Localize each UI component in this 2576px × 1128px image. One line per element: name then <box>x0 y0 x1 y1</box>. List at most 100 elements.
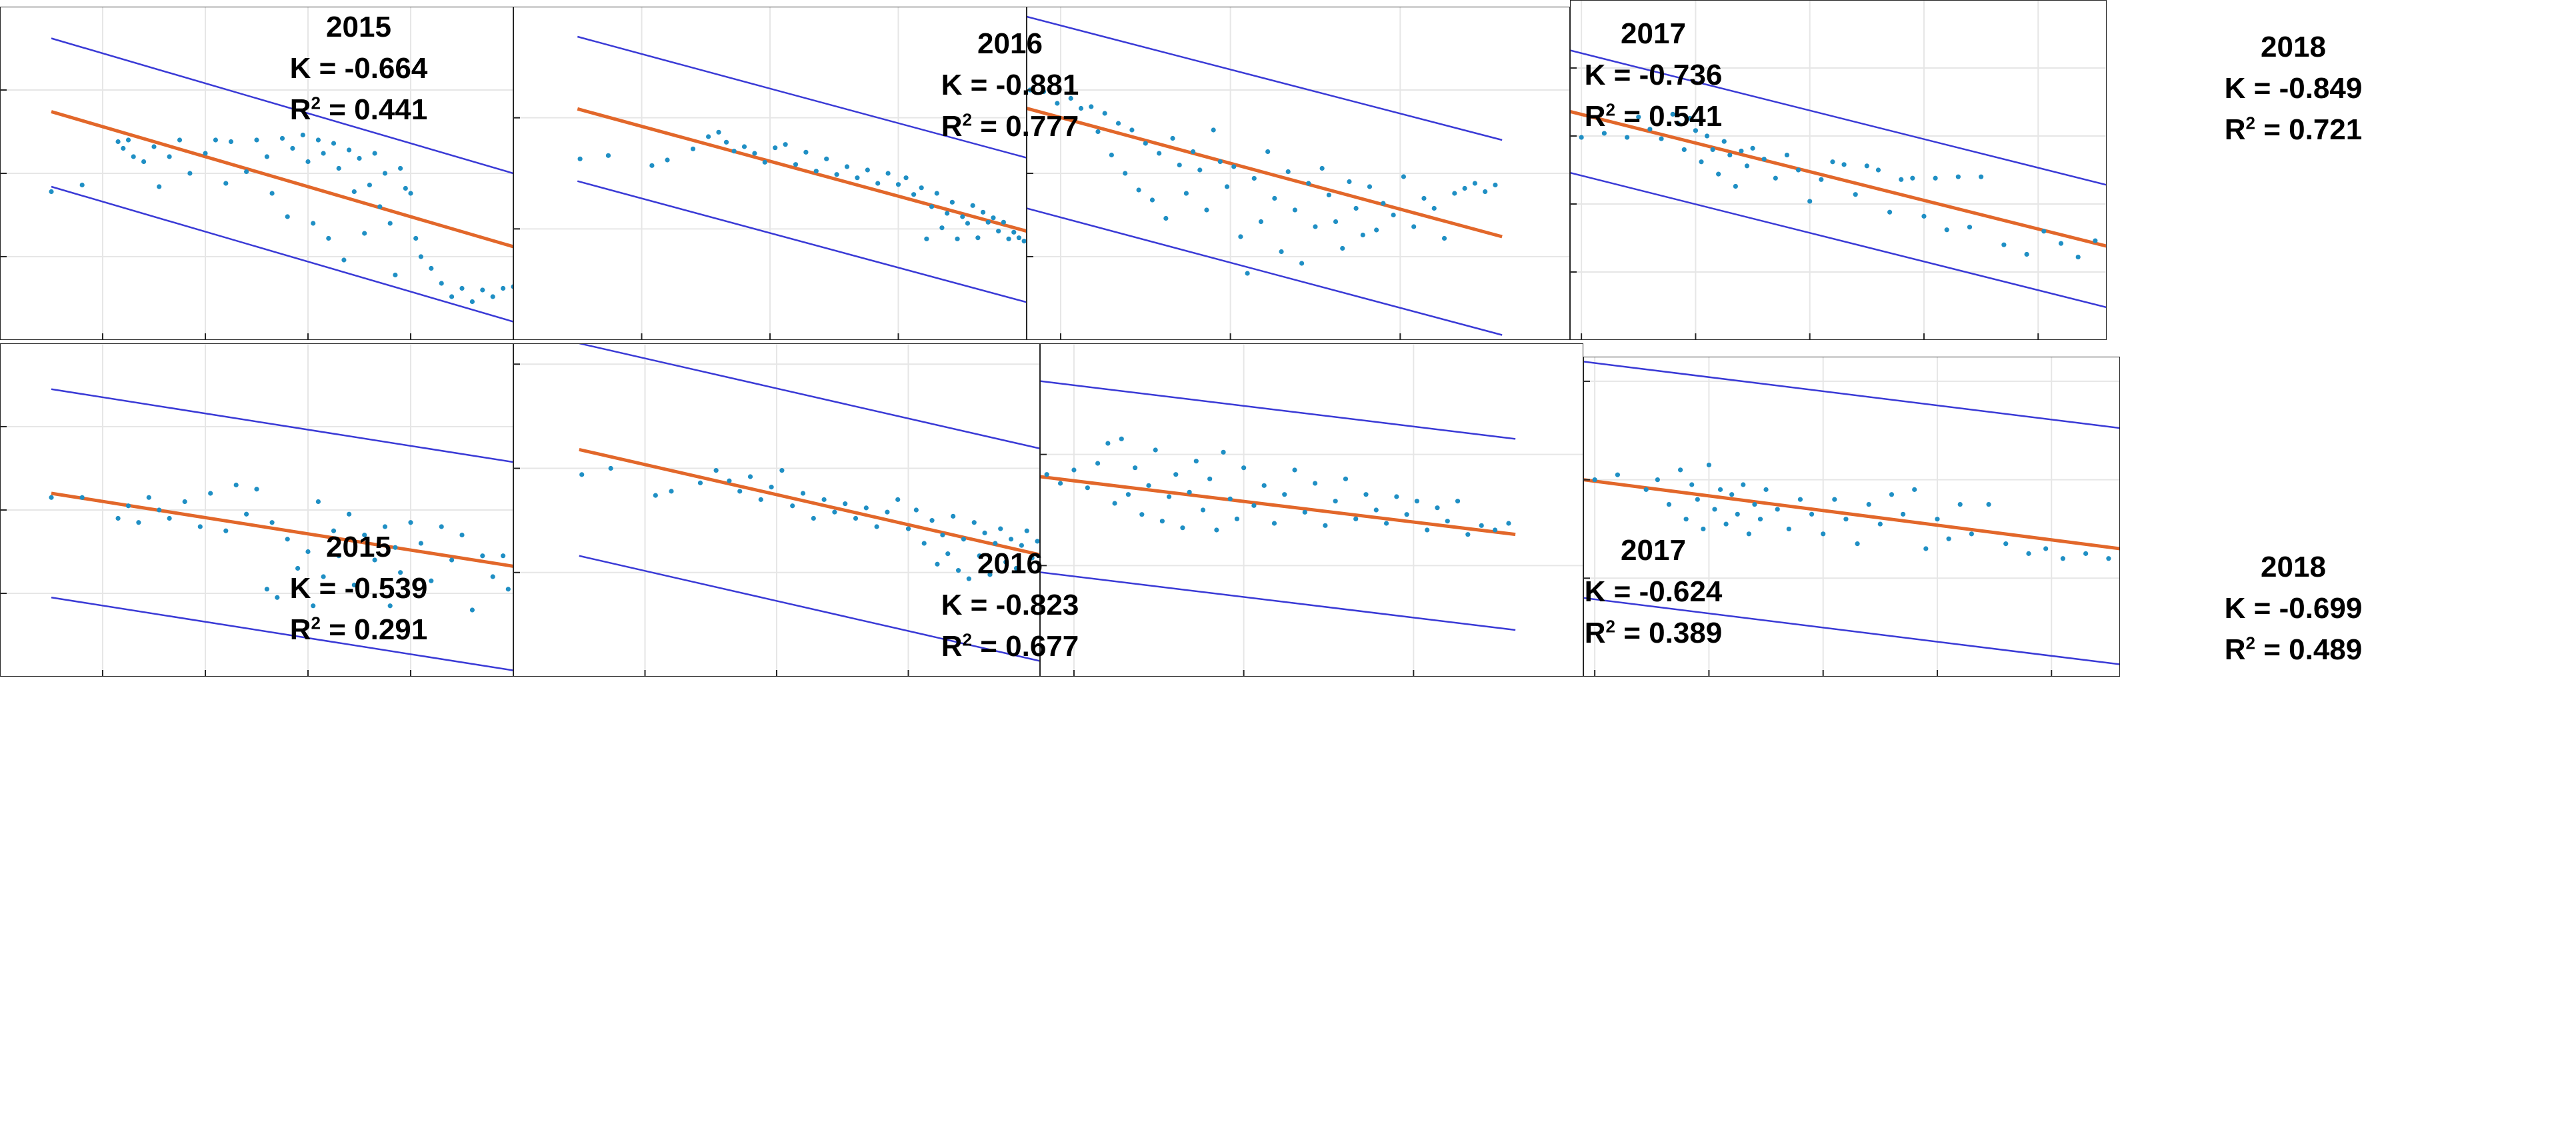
data-point <box>1786 526 1791 532</box>
r-squared-value: = 0.721 <box>2255 113 2363 146</box>
data-point <box>834 172 839 177</box>
data-point <box>336 553 341 559</box>
data-point <box>1006 236 1011 241</box>
data-point <box>1441 235 1447 241</box>
data-point <box>951 513 956 519</box>
data-point <box>1659 136 1664 141</box>
data-point <box>885 171 891 176</box>
r-squared-value: = 0.291 <box>320 613 428 646</box>
data-point <box>275 595 280 600</box>
data-point <box>875 181 881 186</box>
data-point <box>1681 147 1687 152</box>
data-point <box>1234 516 1240 521</box>
data-point <box>49 189 54 195</box>
data-point <box>1866 501 1871 507</box>
data-point <box>1615 472 1620 477</box>
data-point <box>716 129 721 135</box>
data-point <box>1343 476 1349 481</box>
data-point <box>1313 224 1318 229</box>
data-point <box>1245 271 1250 276</box>
data-point <box>1752 501 1757 507</box>
data-point <box>490 294 495 299</box>
data-point <box>1479 523 1484 528</box>
data-point <box>393 545 398 550</box>
chart-title: 2015 <box>326 11 391 43</box>
lower-bound-line <box>51 597 514 671</box>
data-point <box>1170 135 1175 141</box>
data-point <box>961 537 967 542</box>
fit-line <box>1583 478 2121 551</box>
data-point <box>824 156 829 161</box>
data-point <box>832 509 837 515</box>
data-point <box>382 171 388 176</box>
data-point <box>1414 499 1420 504</box>
data-point <box>501 553 506 559</box>
data-point <box>167 515 172 521</box>
data-point <box>1693 128 1699 133</box>
data-point <box>1129 127 1135 133</box>
data-point <box>403 185 408 191</box>
data-point <box>1323 523 1328 528</box>
data-point <box>853 515 859 521</box>
data-point <box>357 155 362 161</box>
data-point <box>1068 95 1073 101</box>
lower-bound-line <box>51 185 514 323</box>
data-point <box>1394 494 1399 499</box>
data-point <box>1431 205 1437 211</box>
upper-bound-line <box>1583 361 2121 429</box>
k-coefficient: K = -0.664 <box>289 52 428 85</box>
data-point <box>913 507 919 513</box>
data-point <box>940 532 945 538</box>
data-point <box>305 159 311 165</box>
lower-bound-line <box>1569 171 2107 309</box>
data-point <box>398 570 403 575</box>
r-squared-symbol: R <box>941 630 963 663</box>
data-point <box>254 487 259 492</box>
data-point <box>1712 507 1717 512</box>
data-point <box>1875 167 1881 173</box>
data-point <box>1910 175 1915 181</box>
data-point <box>993 541 998 546</box>
data-point <box>1115 121 1121 126</box>
data-point <box>1706 462 1712 468</box>
data-point <box>1123 171 1128 176</box>
data-point <box>577 156 583 161</box>
upper-bound-line <box>1039 380 1516 440</box>
chart-title: 2017 <box>1621 534 1686 567</box>
data-point <box>125 503 131 509</box>
chart-title: 2018 <box>2261 551 2326 583</box>
lower-bound-line <box>579 555 1041 662</box>
data-point <box>793 162 799 167</box>
chart-title-block: 2018 K = -0.699 R2 = 0.489 <box>2020 547 2567 671</box>
data-point <box>439 524 444 529</box>
data-point <box>865 167 870 173</box>
data-point <box>1864 163 1869 169</box>
data-point <box>305 549 311 555</box>
data-point <box>924 236 929 241</box>
data-point <box>372 557 377 563</box>
data-point <box>1750 145 1755 151</box>
data-point <box>1795 167 1801 173</box>
data-point <box>1472 181 1477 186</box>
data-point <box>1029 555 1035 561</box>
data-point <box>1177 162 1182 168</box>
data-point <box>115 515 121 521</box>
data-point <box>1955 174 1961 179</box>
data-point <box>1089 104 1094 109</box>
data-point <box>1445 519 1450 524</box>
data-point <box>1119 436 1124 441</box>
k-coefficient: K = -0.881 <box>941 69 1079 101</box>
data-point <box>1677 467 1683 473</box>
chart-title: 2016 <box>977 547 1043 580</box>
r-squared-exponent: 2 <box>1605 616 1615 637</box>
data-point <box>863 505 869 511</box>
data-point <box>1666 501 1672 507</box>
data-point <box>151 144 157 149</box>
r-squared-symbol: R <box>289 613 311 646</box>
data-point <box>269 520 275 525</box>
data-point <box>1003 559 1009 565</box>
data-point <box>387 603 393 609</box>
r-squared: R2 = 0.441 <box>85 89 632 131</box>
data-point <box>2043 546 2049 551</box>
